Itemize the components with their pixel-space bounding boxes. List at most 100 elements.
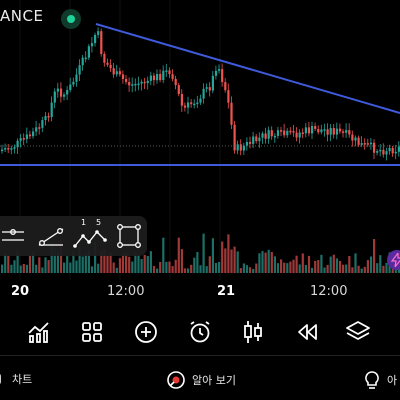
candle-body [295,132,298,138]
volume-bar [149,251,152,273]
candle-body [360,143,363,145]
candle-body [345,130,348,133]
volume-bar [276,263,280,273]
indicators-icon[interactable] [24,317,54,347]
candle-body [59,88,63,97]
volume-bar [128,256,131,273]
candle-body [109,64,112,69]
candle-body [388,148,391,152]
elliott-wave-icon[interactable]: 1 5 [72,218,108,251]
live-status-icon [61,9,81,29]
alarm-icon[interactable] [185,317,215,347]
tab-label: 아 [387,374,398,387]
candle-body [94,34,97,44]
candle-body [351,134,354,141]
candle-body [137,83,140,86]
volume-bar [224,248,227,273]
candle-body [180,93,183,106]
layers-icon[interactable] [343,317,373,347]
volume-bar [292,259,295,273]
candle-body [382,149,385,155]
trend-line-icon[interactable] [36,221,66,251]
volume-bar [137,254,140,273]
volume-bar [373,239,376,273]
candle-body [118,71,121,75]
replay-icon[interactable] [292,317,322,347]
volume-bar [376,263,379,273]
bottom-tab-bar: 차트 알아 보기 아 [0,362,400,400]
volume-bar [366,260,369,273]
lightning-icon[interactable] [387,250,400,270]
chart-tab-icon [0,374,1,384]
candle-body [335,128,338,135]
volume-bar [261,251,264,273]
candle-body [252,136,255,144]
candle-body [174,78,177,86]
volume-bar [35,264,38,273]
volume-bar [44,257,47,273]
volume-bar [19,265,22,273]
candlestick-icon[interactable] [238,317,268,347]
volume-bar [156,268,159,273]
candle-body [87,46,90,58]
volume-bar [190,264,193,273]
candle-body [236,144,239,151]
horizontal-lines-icon[interactable] [0,221,30,251]
candle-body [183,105,187,108]
candle-body [128,81,131,86]
candle-body [323,129,326,131]
candle-body [249,141,252,144]
volume-bar [16,251,19,273]
candle-body [242,145,245,151]
volume-bar [255,263,258,273]
tab-ideas[interactable]: 아 [363,370,397,390]
candle-body [131,84,134,86]
volume-bar [295,255,298,273]
volume-bar [7,254,10,273]
candle-body [152,75,156,81]
volume-bar [87,250,90,273]
candle-body [292,131,295,133]
candle-body [97,31,100,35]
volume-bar [146,256,149,273]
price-chart[interactable] [0,0,400,280]
volume-bar [258,253,261,273]
rectangle-icon[interactable] [114,221,144,251]
candle-body [159,74,162,81]
volume-bar [41,267,44,273]
drawing-toolbar: 1 5 [0,216,147,256]
tab-learn[interactable]: 알아 보기 [166,370,236,390]
volume-bar [180,249,183,273]
volume-bar [298,264,301,273]
candle-body [146,80,149,84]
volume-bar [208,256,211,273]
candle-body [221,69,224,83]
volume-bar [199,265,202,273]
candle-body [332,128,335,135]
volume-bar [249,267,252,273]
volume-bar [28,255,32,273]
tab-chart[interactable]: 차트 [0,370,32,388]
volume-bar [56,251,59,273]
volume-bar [69,262,72,273]
candle-body [329,128,332,135]
volume-bar [59,239,63,273]
candle-body [338,128,342,132]
templates-icon[interactable] [77,317,107,347]
candle-body [354,137,357,141]
chart-toolbar [0,315,400,351]
tab-label: 차트 [12,373,33,386]
add-icon[interactable] [131,317,161,347]
volume-bar [236,251,239,273]
volume-bar [289,261,292,273]
candle-body [19,138,22,141]
volume-bar [78,246,81,273]
volume-bar [286,263,289,273]
candle-body [38,127,41,129]
candle-body [44,116,47,121]
volume-bar [177,237,180,273]
volume-bar [140,259,143,273]
volume-bar [267,249,270,273]
volume-bar [357,265,360,273]
resistance-trendline[interactable] [95,23,400,114]
